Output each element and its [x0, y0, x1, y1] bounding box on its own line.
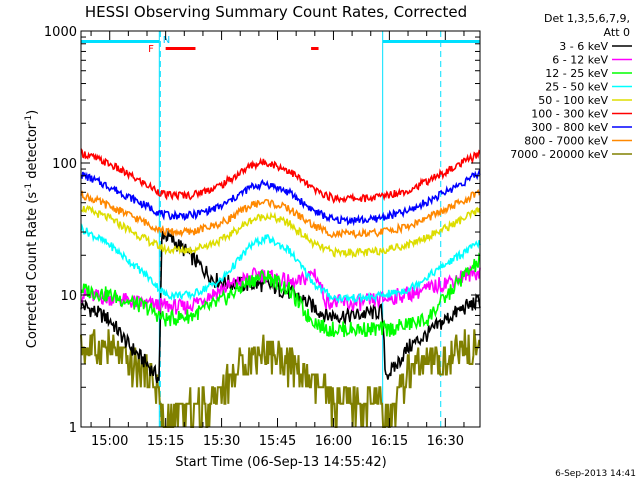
x-tick-label: 15:30: [203, 434, 240, 449]
y-tick-label: 1000: [44, 25, 77, 40]
series-layer: [80, 148, 481, 428]
legend-header-detectors: Det 1,3,5,6,7,9,: [544, 12, 630, 25]
x-tick-label: 15:15: [147, 434, 184, 449]
x-axis-label: Start Time (06-Sep-13 14:55:42): [175, 455, 386, 470]
x-tick-label: 15:45: [259, 434, 296, 449]
legend-label-1: 6 - 12 keV: [552, 54, 608, 67]
x-tick-label: 15:00: [91, 434, 128, 449]
series-line-7: [80, 188, 481, 240]
night-bar: [81, 40, 160, 43]
chart-title: HESSI Observing Summary Count Rates, Cor…: [85, 3, 467, 21]
y-tick-label: 10: [60, 289, 77, 304]
night-marker: N: [163, 35, 170, 46]
y-axis: 1 10 100 1000: [44, 25, 480, 436]
flare-bar: [165, 47, 196, 50]
legend-label-2: 12 - 25 keV: [545, 67, 608, 80]
legend-label-0: 3 - 6 keV: [559, 40, 608, 53]
plot-frame: [80, 30, 481, 428]
y-tick-label: 1: [69, 421, 77, 436]
series-line-6: [80, 168, 481, 227]
legend-header-attenuator: Att 0: [604, 26, 630, 39]
x-tick-label: 16:00: [315, 434, 352, 449]
series-line-4: [80, 204, 481, 259]
series-line-0: [80, 230, 481, 384]
legend-label-3: 25 - 50 keV: [545, 81, 608, 94]
legend-label-8: 7000 - 20000 keV: [510, 148, 608, 161]
legend-label-4: 50 - 100 keV: [538, 94, 608, 107]
legend-label-7: 800 - 7000 keV: [524, 135, 608, 148]
y-axis-label: Corrected Count Rate (s-1 detector-1): [24, 110, 40, 348]
flare-marker: F: [148, 44, 154, 55]
x-tick-label: 16:15: [371, 434, 408, 449]
legend-label-6: 300 - 800 keV: [531, 121, 608, 134]
series-line-2: [80, 252, 481, 338]
x-tick-label: 16:30: [427, 434, 464, 449]
legend-label-5: 100 - 300 keV: [531, 108, 608, 121]
x-axis: 15:00 15:15 15:30 15:45 16:00 16:15 16:30: [90, 31, 465, 449]
y-tick-label: 100: [52, 157, 77, 172]
series-line-8: [80, 329, 481, 428]
plot-timestamp: 6-Sep-2013 14:41: [555, 469, 636, 479]
night-bar: [382, 40, 480, 43]
series-line-3: [80, 223, 481, 304]
flare-bar: [311, 47, 319, 50]
series-line-5: [80, 148, 481, 205]
